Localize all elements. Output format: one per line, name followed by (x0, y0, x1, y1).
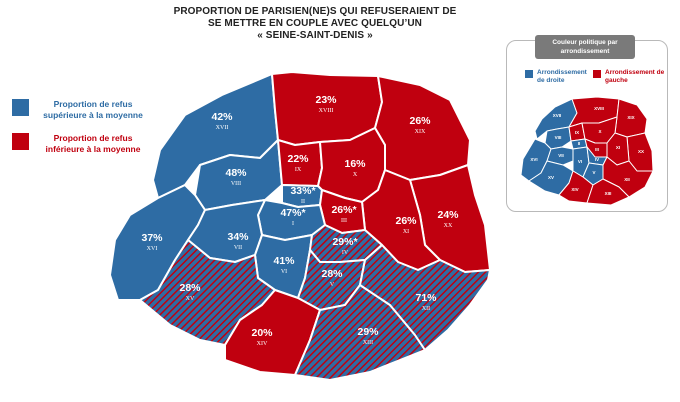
district-numeral-II: II (301, 199, 305, 205)
inset-numeral-II: II (578, 141, 581, 146)
district-value-XV: 28% (179, 282, 201, 294)
legend-below: Proportion de refus inférieure à la moye… (12, 133, 149, 155)
district-value-VIII: 48% (225, 167, 247, 179)
inset-numeral-IV: IV (595, 157, 599, 162)
district-numeral-V: V (330, 282, 335, 288)
district-value-I: 47%* (280, 207, 306, 219)
district-numeral-XX: XX (444, 223, 453, 229)
inset-right-label: Arrondissement de droite (537, 69, 587, 84)
legend-below-swatch (12, 133, 29, 150)
district-numeral-XIII: XIII (363, 340, 373, 346)
inset-numeral-VII: VII (558, 153, 564, 158)
inset-numeral-XIX: XIX (627, 115, 634, 120)
inset-numeral-XIV: XIV (571, 187, 578, 192)
district-value-XVIII: 23% (315, 94, 337, 106)
district-value-X: 16% (344, 158, 366, 170)
inset-legend-left: Arrondissement de gauche (593, 69, 665, 85)
district-value-V: 28% (321, 268, 343, 280)
district-value-IX: 22% (287, 153, 309, 165)
inset-left-swatch (593, 70, 601, 78)
title-line-2: SE METTRE EN COUPLE AVEC QUELQU’UN (208, 18, 422, 29)
inset-numeral-XV: XV (548, 175, 554, 180)
district-numeral-XIX: XIX (415, 129, 426, 135)
district-value-XIX: 26% (409, 115, 431, 127)
district-numeral-IX: IX (295, 167, 302, 173)
inset-numeral-V: V (592, 170, 595, 175)
inset-numeral-XI: XI (616, 145, 620, 150)
inset-numeral-VI: VI (578, 159, 582, 164)
district-value-XIV: 20% (251, 327, 273, 339)
district-numeral-VII: VII (234, 245, 242, 251)
inset-legend-right: Arrondissement de droite (525, 69, 587, 85)
district-value-XX: 24% (437, 209, 459, 221)
inset-numeral-XIII: XIII (605, 191, 612, 196)
district-value-XIII: 29% (357, 326, 379, 338)
district-value-VI: 41% (273, 255, 295, 267)
inset-numeral-VIII: VIII (555, 135, 562, 140)
inset-right-swatch (525, 70, 533, 78)
district-value-III: 26%* (331, 204, 357, 216)
inset-numeral-XVIII: XVIII (594, 106, 604, 111)
inset-district-XII (602, 156, 654, 198)
district-numeral-X: X (353, 172, 358, 178)
inset-numeral-XII: XII (624, 177, 630, 182)
district-numeral-IV: IV (342, 250, 349, 256)
inset-numeral-IX: IX (575, 130, 579, 135)
political-color-inset: Couleur politique par arrondissement Arr… (506, 35, 668, 212)
inset-numeral-III: III (595, 147, 599, 152)
legend-above-label: Proportion de refus supérieure à la moye… (43, 99, 143, 120)
district-numeral-XV: XV (186, 296, 195, 302)
district-numeral-I: I (292, 221, 294, 227)
district-XIX[interactable] (374, 75, 471, 181)
district-value-XVII: 42% (211, 111, 233, 123)
district-numeral-XVI: XVI (147, 246, 158, 252)
district-value-IV: 29%* (332, 236, 358, 248)
district-numeral-XII: XII (422, 306, 430, 312)
inset-numeral-XX: XX (638, 149, 644, 154)
district-numeral-VIII: VIII (231, 181, 241, 187)
district-numeral-III: III (341, 218, 347, 224)
inset-header: Couleur politique par arrondissement (535, 35, 635, 59)
title-line-3: « SEINE-SAINT-DENIS » (257, 30, 373, 41)
district-value-XII: 71% (415, 292, 437, 304)
district-value-XI: 26% (395, 215, 417, 227)
legend-above-swatch (12, 99, 29, 116)
district-numeral-XI: XI (403, 229, 409, 235)
inset-numeral-XVII: XVII (553, 113, 562, 118)
inset-left-label: Arrondissement de gauche (605, 69, 665, 84)
district-numeral-VI: VI (281, 269, 287, 275)
district-numeral-XIV: XIV (257, 341, 268, 347)
district-XII[interactable] (359, 244, 491, 351)
district-value-XVI: 37% (141, 232, 163, 244)
legend-below-label: Proportion de refus inférieure à la moye… (45, 133, 141, 154)
map-title: PROPORTION DE PARISIEN(NE)S QUI REFUSERA… (150, 6, 480, 42)
legend-above: Proportion de refus supérieure à la moye… (12, 99, 149, 121)
title-line-1: PROPORTION DE PARISIEN(NE)S QUI REFUSERA… (173, 6, 457, 17)
district-value-VII: 34% (227, 231, 249, 243)
inset-numeral-X: X (598, 129, 601, 134)
district-numeral-XVIII: XVIII (319, 108, 334, 114)
inset-numeral-XVI: XVI (530, 157, 537, 162)
district-numeral-XVII: XVII (216, 125, 229, 131)
district-value-II: 33%* (290, 185, 316, 197)
inset-district-XIII (586, 178, 630, 206)
